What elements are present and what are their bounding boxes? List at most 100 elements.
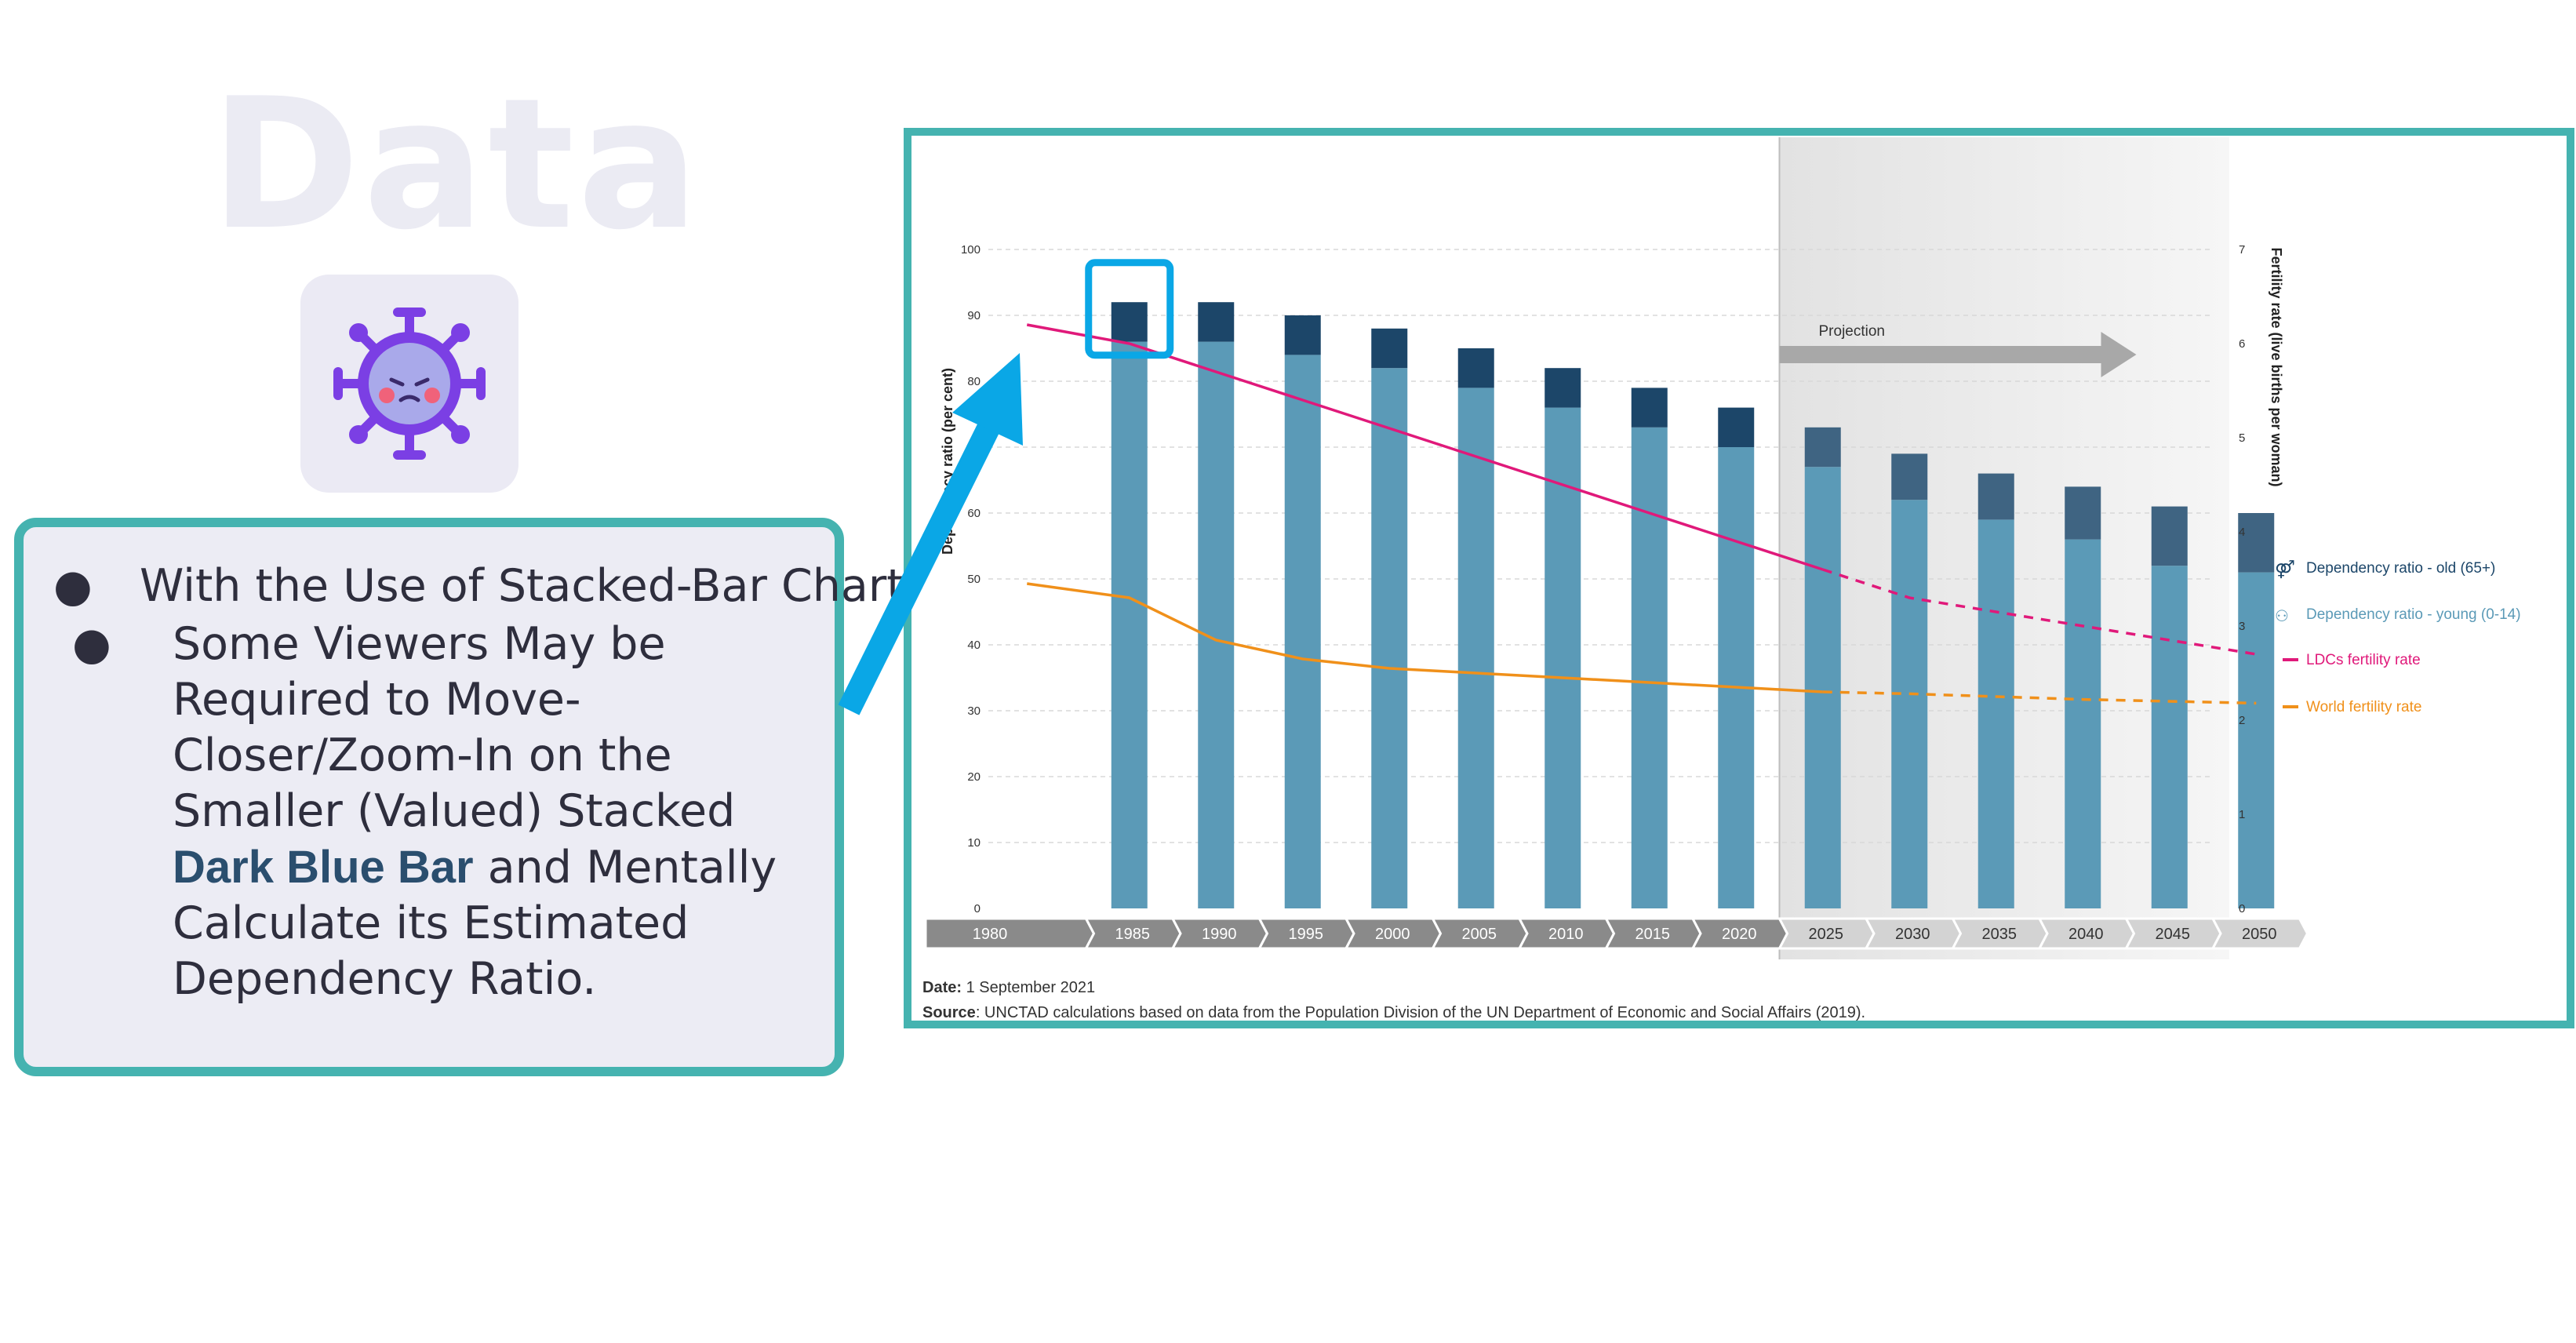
bar-old-2035 — [1977, 473, 2014, 520]
pointer-arrow-head — [952, 353, 1023, 446]
x-tick-label: 2025 — [1809, 926, 1844, 943]
bar-old-2010 — [1545, 368, 1581, 408]
bar-young-2015 — [1631, 427, 1668, 908]
bar-old-2030 — [1891, 453, 1928, 500]
bar-young-2050 — [2238, 572, 2275, 908]
bar-old-2025 — [1804, 427, 1841, 468]
y-tick-right: 4 — [2239, 526, 2245, 539]
bar-old-2040 — [2065, 486, 2101, 540]
bar-young-1990 — [1198, 341, 1235, 909]
x-tick-label: 2020 — [1722, 926, 1757, 943]
y-tick-left: 0 — [974, 902, 981, 915]
y-tick-left: 100 — [961, 243, 981, 257]
y-tick-left: 40 — [967, 639, 981, 652]
x-axis-segment-2050 — [2210, 917, 2309, 950]
virus-icon — [333, 308, 486, 460]
x-tick-label: 2050 — [2242, 926, 2277, 943]
bar-old-1985 — [1111, 302, 1148, 342]
bar-young-2010 — [1545, 407, 1581, 908]
bar-old-2045 — [2151, 506, 2188, 566]
y-tick-left: 30 — [967, 704, 981, 718]
x-tick-label: 2015 — [1635, 926, 1671, 943]
pointer-arrow-shaft — [838, 410, 1006, 715]
explanation-callout: ● With the Use of Stacked-Bar Charts ● So… — [14, 518, 927, 1076]
projection-arrow-shaft — [1779, 346, 2109, 363]
y-tick-left: 60 — [967, 507, 981, 520]
bar-old-1990 — [1198, 302, 1235, 342]
bar-old-2000 — [1371, 328, 1408, 369]
y-tick-right: 3 — [2239, 620, 2245, 633]
x-tick-label: 2040 — [2068, 926, 2104, 943]
y-tick-right: 6 — [2239, 337, 2245, 351]
source-caption: Source: UNCTAD calculations based on dat… — [922, 1004, 1865, 1021]
y-tick-right: 0 — [2239, 902, 2245, 915]
y-tick-right: 1 — [2239, 808, 2245, 821]
bar-young-2020 — [1718, 447, 1755, 908]
bar-young-1985 — [1111, 341, 1148, 909]
source-text: : UNCTAD calculations based on data from… — [976, 1004, 1865, 1021]
ldc-fertility-line-historic — [1026, 323, 1824, 571]
y-tick-left: 90 — [967, 309, 981, 322]
bar-old-2020 — [1718, 407, 1755, 447]
bar-young-2025 — [1804, 467, 1841, 908]
y-axis-label-right: Fertility rate (live births per woman) — [2269, 247, 2284, 486]
y-tick-right: 2 — [2239, 714, 2245, 727]
source-label: Source — [922, 1004, 976, 1021]
y-tick-right: 5 — [2239, 431, 2245, 445]
x-tick-label: 1990 — [1202, 926, 1237, 943]
legend-label-old: Dependency ratio - old (65+) — [2306, 560, 2495, 577]
x-tick-label: 1995 — [1289, 926, 1324, 943]
bar-young-1995 — [1284, 355, 1321, 908]
world-fertility-line-projected — [1822, 690, 2257, 705]
bar-young-2005 — [1457, 388, 1494, 908]
legend-label-young: Dependency ratio - young (0-14) — [2306, 606, 2521, 623]
date-caption: Date: 1 September 2021 — [922, 979, 1095, 996]
y-tick-right: 7 — [2239, 243, 2245, 257]
legend-icon-old: ⚤ — [2275, 560, 2295, 580]
x-tick-label: 2010 — [1548, 926, 1584, 943]
x-tick-label: 2030 — [1895, 926, 1930, 943]
y-tick-left: 20 — [967, 770, 981, 784]
bar-young-2040 — [2065, 539, 2101, 908]
ldc-fertility-line-projected — [1822, 568, 2257, 656]
x-tick-label: 1980 — [973, 926, 1008, 943]
y-tick-left: 10 — [967, 836, 981, 850]
bullet-main-text: With the Use of Stacked-Bar Charts — [140, 560, 928, 612]
legend-label-ldc: LDCs fertility rate — [2306, 652, 2421, 668]
bullet-sub-text-2: and Mentally Calculate its Estimated Dep… — [173, 842, 777, 1005]
highlight-box — [1085, 259, 1174, 359]
dependency-ratio-chart: 010203040506070809010001234567Dependency… — [922, 137, 2521, 1021]
slide-watermark-title: Data — [210, 60, 703, 270]
legend-icon-young: ⚇ — [2275, 606, 2289, 625]
x-tick-label: 2035 — [1982, 926, 2018, 943]
chart-frame: 010203040506070809010001234567Dependency… — [904, 128, 2574, 1028]
bullet-sub-text-1: Some Viewers May be Required to Move-Clo… — [173, 618, 736, 837]
bar-young-2045 — [2151, 566, 2188, 908]
bar-young-2000 — [1371, 368, 1408, 908]
bullet-sub: ● Some Viewers May be Required to Move-C… — [72, 617, 816, 1007]
bullet-dot-sub: ● — [72, 618, 111, 670]
bullet-main: ● With the Use of Stacked-Bar Charts — [53, 560, 927, 612]
bar-old-2015 — [1631, 388, 1668, 428]
y-tick-left: 50 — [967, 573, 981, 586]
projection-label: Projection — [1819, 323, 1886, 340]
x-tick-label: 2045 — [2156, 926, 2191, 943]
date-label: Date: — [922, 979, 962, 996]
bullet-dot: ● — [53, 560, 93, 612]
bar-old-2005 — [1457, 348, 1494, 388]
bar-young-2030 — [1891, 500, 1928, 908]
bullet-sub-bold: Dark Blue Bar — [173, 842, 474, 893]
world-fertility-line-historic — [1027, 582, 1823, 693]
y-tick-left: 80 — [967, 375, 981, 388]
bar-old-2050 — [2238, 513, 2275, 573]
bar-young-2035 — [1977, 519, 2014, 908]
x-tick-label: 2000 — [1375, 926, 1410, 943]
legend-label-world: World fertility rate — [2306, 699, 2421, 715]
projection-arrow-head — [2101, 332, 2137, 377]
date-value: 1 September 2021 — [962, 979, 1095, 996]
x-tick-label: 2005 — [1462, 926, 1497, 943]
virus-icon-tile — [300, 275, 518, 493]
bar-old-1995 — [1284, 315, 1321, 355]
x-tick-label: 1985 — [1115, 926, 1151, 943]
